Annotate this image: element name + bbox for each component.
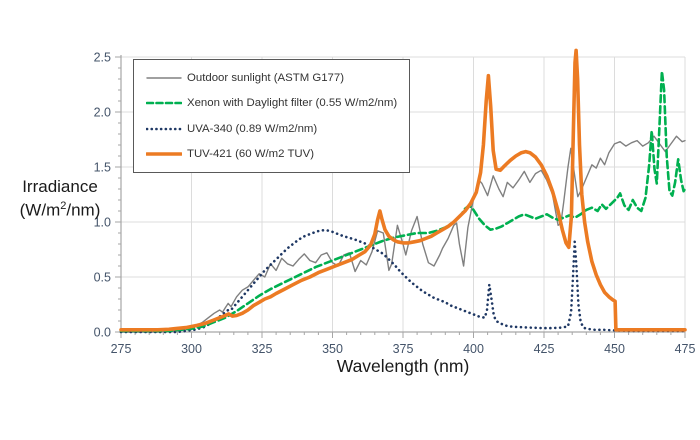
legend-item-uva-340: UVA-340 (0.89 W/m2/nm) xyxy=(146,123,405,135)
y-axis-title-line1: Irradiance xyxy=(22,177,98,196)
legend: Outdoor sunlight (ASTM G177) Xenon with … xyxy=(133,59,410,173)
y-tick-label: 0.5 xyxy=(94,271,111,285)
series-line-xenon-daylight xyxy=(119,70,687,333)
y-tick-label: 0.0 xyxy=(94,326,111,340)
x-tick-label: 275 xyxy=(111,342,132,356)
y-axis-title-line2: (W/m2/nm) xyxy=(19,199,101,220)
legend-line-sample-outdoor-sunlight xyxy=(146,77,182,79)
x-axis-title: Wavelength (nm) xyxy=(336,356,470,376)
y-tick-label: 1.5 xyxy=(94,161,111,175)
legend-item-tuv-421: TUV-421 (60 W/m2 TUV) xyxy=(146,148,405,160)
x-tick-label: 300 xyxy=(181,342,202,356)
legend-item-label: TUV-421 (60 W/m2 TUV) xyxy=(187,148,315,161)
legend-line-sample-tuv-421 xyxy=(146,152,182,157)
x-tick-label: 350 xyxy=(322,342,343,356)
x-tick-label: 475 xyxy=(675,342,696,356)
legend-item-label: Xenon with Daylight filter (0.55 W/m2/nm… xyxy=(187,97,398,110)
legend-line-sample-uva-340 xyxy=(146,127,182,131)
x-tick-label: 450 xyxy=(604,342,625,356)
series-line-outdoor-sunlight xyxy=(120,135,686,333)
y-axis-title: Irradiance (W/m2/nm) xyxy=(0,176,120,223)
legend-item-outdoor-sunlight: Outdoor sunlight (ASTM G177) xyxy=(146,72,405,84)
legend-item-xenon-daylight: Xenon with Daylight filter (0.55 W/m2/nm… xyxy=(146,97,405,109)
x-tick-label: 400 xyxy=(463,342,484,356)
y-tick-label: 2.5 xyxy=(94,51,111,65)
x-tick-label: 375 xyxy=(393,342,414,356)
x-tick-label: 325 xyxy=(252,342,273,356)
legend-item-label: UVA-340 (0.89 W/m2/nm) xyxy=(187,122,318,135)
legend-item-label: Outdoor sunlight (ASTM G177) xyxy=(187,71,345,84)
legend-line-sample-xenon-daylight xyxy=(146,101,182,105)
x-tick-label: 425 xyxy=(534,342,555,356)
series-line-tuv-421 xyxy=(119,48,687,332)
y-tick-label: 1.0 xyxy=(94,216,111,230)
y-tick-label: 2.0 xyxy=(94,106,111,120)
series-line-uva-340 xyxy=(119,229,687,334)
